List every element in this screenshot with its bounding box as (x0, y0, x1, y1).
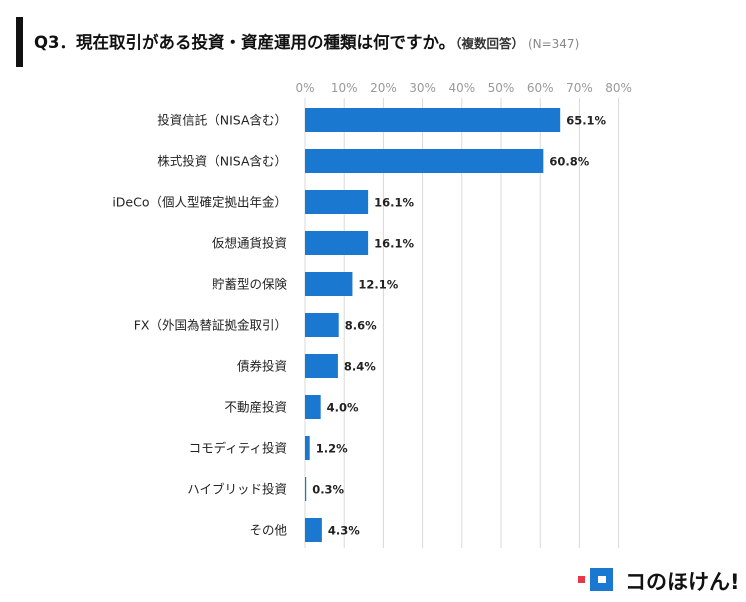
tick-label-60: 60% (527, 81, 554, 95)
tick-label-20: 20% (370, 81, 397, 95)
category-label: その他 (249, 523, 287, 538)
sample-size: (N=347) (527, 37, 580, 51)
bar-chart: 0% 10% 20% 30% 40% 50% 60% 70% 80% 投資信託（NISA含む） 65… (112, 81, 632, 548)
category-label: 貯蓄型の保険 (212, 277, 288, 292)
category-label: 株式投資（NISA含む） (157, 154, 287, 169)
value-label: 8.4% (344, 360, 376, 374)
value-label: 0.3% (312, 483, 344, 497)
value-label: 4.3% (328, 524, 360, 538)
title-main: Q3．現在取引がある投資・資産運用の種類は何ですか。 (34, 33, 456, 52)
value-label: 16.1% (374, 237, 414, 251)
bar (305, 149, 544, 173)
category-label: 仮想通貨投資 (212, 236, 287, 251)
tick-label-10: 10% (331, 81, 358, 95)
title-accent-bar (16, 17, 23, 67)
tick-label-30: 30% (409, 81, 436, 95)
tick-label-40: 40% (448, 81, 475, 95)
bar (305, 272, 353, 296)
tick-label-50: 50% (488, 81, 515, 95)
bar (305, 190, 369, 214)
category-label: iDeCo（個人型確定拠出年金） (112, 195, 287, 210)
brand-name: コのほけん! (625, 570, 740, 594)
bar (305, 231, 369, 255)
brand-logo: コのほけん! (577, 565, 740, 595)
value-label: 1.2% (316, 442, 348, 456)
bar (305, 313, 339, 337)
value-label: 60.8% (549, 155, 589, 169)
bar (305, 477, 307, 501)
value-label: 65.1% (566, 114, 606, 128)
value-label: 8.6% (345, 319, 377, 333)
bar (305, 354, 338, 378)
value-label: 12.1% (358, 278, 398, 292)
tick-label-0: 0% (295, 81, 314, 95)
title-block: Q3．現在取引がある投資・資産運用の種類は何ですか。（複数回答） (N=347) (16, 17, 716, 67)
tick-label-70: 70% (566, 81, 593, 95)
title-note: （複数回答） (455, 36, 524, 51)
logo-icon (578, 568, 613, 591)
bar (305, 108, 561, 132)
tick-label-80: 80% (605, 81, 632, 95)
category-label: FX（外国為替証拠金取引） (134, 318, 287, 333)
category-label: 不動産投資 (224, 400, 287, 415)
bar (305, 518, 322, 542)
value-label: 16.1% (374, 196, 414, 210)
category-label: ハイブリッド投資 (187, 482, 287, 497)
bar (305, 436, 310, 460)
category-label: 債券投資 (237, 359, 287, 374)
category-label: コモディティ投資 (189, 441, 287, 456)
value-label: 4.0% (327, 401, 359, 415)
category-label: 投資信託（NISA含む） (157, 113, 287, 128)
chart-title: Q3．現在取引がある投資・資産運用の種類は何ですか。（複数回答） (N=347) (34, 29, 579, 53)
bar (305, 395, 321, 419)
